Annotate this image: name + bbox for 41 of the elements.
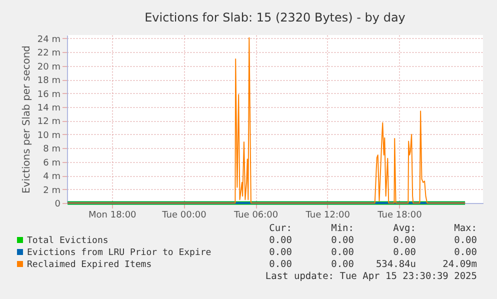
y-tick-label: 18 m xyxy=(37,76,60,86)
y-tick-label: 12 m xyxy=(37,117,60,128)
y-tick-label: 20 m xyxy=(37,62,60,72)
y-tick-label: 10 m xyxy=(37,130,60,141)
text: Last update: Tue Apr 15 23:30:39 2025 xyxy=(265,271,477,282)
line-series xyxy=(67,37,466,204)
text: 534.84u xyxy=(376,259,416,270)
legend-label: Total Evictions xyxy=(27,236,108,246)
text: 0.00 xyxy=(454,235,478,246)
text: 0.00 xyxy=(393,247,416,258)
y-tick-label: 24 m xyxy=(37,34,60,45)
y-tick-label: 8 m xyxy=(43,144,60,155)
legend-label: Evictions from LRU Prior to Expire xyxy=(27,248,212,258)
text: 0.00 xyxy=(269,235,292,246)
text: Cur: xyxy=(269,223,292,234)
y-tick-label: 4 m xyxy=(43,172,60,182)
y-tick-label: 6 m xyxy=(43,158,60,168)
x-tick-label: Tue 06:00 xyxy=(232,210,278,220)
text: 0.00 xyxy=(331,235,354,246)
text: Min: xyxy=(331,223,354,234)
text: 0.00 xyxy=(454,247,478,258)
legend-label: Reclaimed Expired Items xyxy=(27,260,152,270)
y-tick-label: 22 m xyxy=(37,48,60,59)
x-tick-label: Tue 12:00 xyxy=(304,210,350,220)
x-tick-label: Tue 18:00 xyxy=(376,210,422,220)
x-tick-label: Tue 00:00 xyxy=(161,210,207,220)
text: 0.00 xyxy=(269,259,292,270)
text: 0.00 xyxy=(393,235,416,246)
text: 0.00 xyxy=(331,247,354,258)
y-axis-title: Evictions per Slab per second xyxy=(21,45,32,194)
y-tick-label: 0 xyxy=(54,200,61,210)
text: Max: xyxy=(454,223,477,234)
y-tick-label: 2 m xyxy=(43,186,60,196)
chart-title: Evictions for Slab: 15 (2320 Bytes) - by day xyxy=(144,10,406,24)
x-tick-label: Mon 18:00 xyxy=(88,210,137,220)
y-tick-label: 16 m xyxy=(37,90,60,100)
y-tick-label: 14 m xyxy=(37,104,60,114)
text: 0.00 xyxy=(331,259,354,270)
text: 24.09m xyxy=(442,259,478,270)
text: Avg: xyxy=(393,223,416,234)
text: 0.00 xyxy=(269,247,292,258)
